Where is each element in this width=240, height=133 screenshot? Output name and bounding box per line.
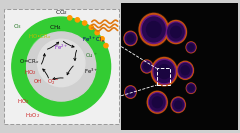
Circle shape <box>124 31 137 45</box>
Circle shape <box>141 60 153 73</box>
Circle shape <box>142 61 152 72</box>
Text: Fe$^{2+}$: Fe$^{2+}$ <box>54 43 69 52</box>
Circle shape <box>189 86 193 91</box>
Bar <box>157 68 170 85</box>
Circle shape <box>181 66 189 75</box>
Circle shape <box>151 57 178 86</box>
Circle shape <box>95 30 99 35</box>
Circle shape <box>75 18 79 22</box>
Circle shape <box>167 22 185 42</box>
Circle shape <box>186 83 196 94</box>
Circle shape <box>186 83 196 93</box>
Text: Fe$^{3+}$Cl$_n$: Fe$^{3+}$Cl$_n$ <box>82 34 106 45</box>
Circle shape <box>186 42 196 53</box>
Circle shape <box>138 13 169 46</box>
Circle shape <box>37 39 85 87</box>
Circle shape <box>124 31 137 46</box>
Circle shape <box>125 86 136 98</box>
Circle shape <box>177 61 193 79</box>
Circle shape <box>187 84 195 92</box>
Circle shape <box>104 43 108 48</box>
Circle shape <box>168 23 184 41</box>
Circle shape <box>149 93 166 112</box>
Text: CH$_4$: CH$_4$ <box>49 23 62 32</box>
Circle shape <box>28 34 83 88</box>
Circle shape <box>172 98 184 112</box>
Text: Fe$^{3+}$: Fe$^{3+}$ <box>84 66 99 76</box>
Circle shape <box>27 32 96 101</box>
Circle shape <box>158 65 171 79</box>
Circle shape <box>165 20 186 43</box>
Circle shape <box>189 45 193 50</box>
Text: O$_2^{\bullet-}$: O$_2^{\bullet-}$ <box>47 77 59 87</box>
Circle shape <box>187 84 195 93</box>
Circle shape <box>128 89 133 95</box>
Text: HO$_2$: HO$_2$ <box>24 68 37 77</box>
Text: HO$\bullet$CR$_x$: HO$\bullet$CR$_x$ <box>28 32 52 41</box>
Text: O$_3$: O$_3$ <box>13 22 22 31</box>
FancyBboxPatch shape <box>4 9 119 124</box>
Circle shape <box>151 58 177 86</box>
Circle shape <box>83 21 87 25</box>
Circle shape <box>141 15 167 43</box>
Circle shape <box>153 59 175 84</box>
Text: HO$_2$: HO$_2$ <box>17 97 29 106</box>
Circle shape <box>147 91 168 114</box>
Circle shape <box>139 14 168 45</box>
Text: O=CR$_x$: O=CR$_x$ <box>19 57 40 66</box>
Circle shape <box>187 43 195 52</box>
Circle shape <box>165 20 187 44</box>
Circle shape <box>171 26 181 38</box>
Text: OH: OH <box>34 79 42 84</box>
Circle shape <box>125 32 136 45</box>
Circle shape <box>152 97 162 108</box>
Circle shape <box>141 60 153 73</box>
Circle shape <box>177 61 194 80</box>
Text: Cu$^+$: Cu$^+$ <box>85 51 98 60</box>
Circle shape <box>171 97 185 113</box>
Text: CO$_2$: CO$_2$ <box>55 9 68 17</box>
Circle shape <box>68 16 72 20</box>
Circle shape <box>125 86 136 98</box>
Circle shape <box>178 63 192 78</box>
Circle shape <box>150 94 165 111</box>
Circle shape <box>147 91 167 113</box>
Circle shape <box>187 43 195 51</box>
Circle shape <box>126 87 135 97</box>
Circle shape <box>179 63 192 77</box>
Circle shape <box>12 17 111 116</box>
Circle shape <box>127 35 134 42</box>
Circle shape <box>126 33 136 44</box>
Circle shape <box>175 101 182 109</box>
Circle shape <box>89 25 93 29</box>
Circle shape <box>154 61 174 83</box>
Text: H$_2$O$_2$: H$_2$O$_2$ <box>25 111 41 120</box>
Circle shape <box>171 97 186 113</box>
Circle shape <box>146 22 161 38</box>
Circle shape <box>173 99 184 111</box>
Circle shape <box>144 63 150 70</box>
Circle shape <box>186 42 196 53</box>
Circle shape <box>126 87 135 97</box>
Circle shape <box>142 62 151 71</box>
Circle shape <box>143 17 165 42</box>
Circle shape <box>100 37 104 41</box>
